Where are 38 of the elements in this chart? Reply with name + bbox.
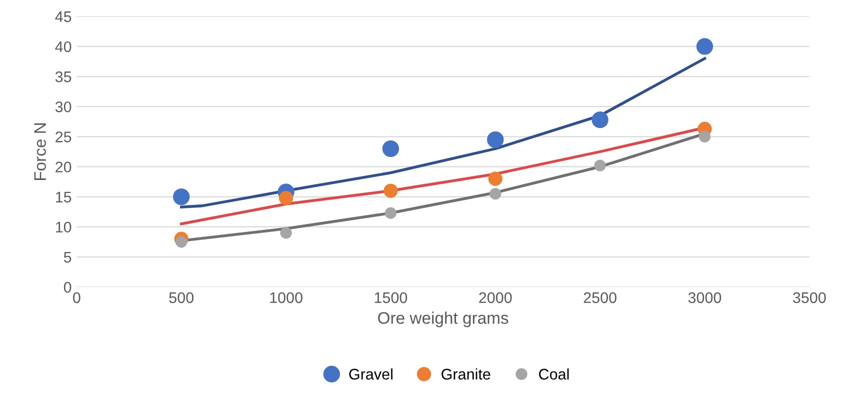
point	[173, 188, 190, 206]
y-tick-label: 20	[56, 162, 72, 172]
legend-label: Granite	[442, 368, 490, 380]
y-tick-label: 10	[56, 222, 72, 233]
point	[176, 236, 188, 248]
x-tick-label: 500	[169, 292, 194, 304]
y-tick-label: 40	[55, 41, 72, 52]
y-axis-title: Force N	[34, 123, 46, 180]
point	[384, 184, 398, 198]
x-tick-label: 0	[73, 292, 80, 304]
legend-label: Gravel	[349, 368, 392, 380]
point	[384, 207, 397, 219]
point	[696, 38, 714, 55]
legend-label: Coal	[539, 368, 569, 380]
y-tick-label: 15	[56, 192, 72, 202]
x-axis-title: Ore weight grams	[378, 312, 508, 328]
point	[382, 140, 400, 158]
y-tick-label: 45	[55, 11, 72, 22]
y-tick-label: 25	[56, 132, 72, 142]
x-tick-label: 3500	[792, 292, 826, 304]
point	[487, 131, 504, 148]
x-tick-label: 1500	[374, 292, 408, 304]
line-series	[180, 57, 706, 208]
point	[592, 111, 608, 128]
point	[594, 160, 606, 172]
point	[698, 130, 711, 142]
y-tick-label: 0	[64, 282, 72, 293]
point	[278, 190, 294, 206]
y-tick-label: 35	[55, 71, 72, 82]
point	[280, 227, 292, 239]
point	[488, 172, 502, 186]
y-tick-label: 5	[64, 252, 72, 263]
y-tick-label: 30	[55, 101, 72, 112]
x-tick-label: 3000	[688, 292, 722, 304]
x-tick-label: 2000	[479, 292, 512, 304]
x-tick-label: 2500	[584, 292, 616, 304]
x-tick-label: 1000	[270, 292, 302, 304]
point	[490, 188, 502, 200]
